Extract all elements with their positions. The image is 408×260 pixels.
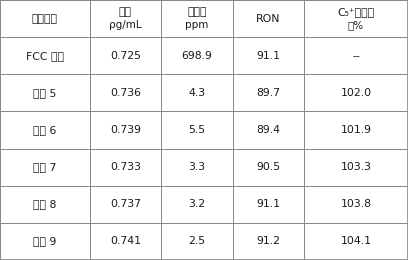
Bar <box>233 74 304 112</box>
Text: FCC 汽油: FCC 汽油 <box>26 51 64 61</box>
Bar <box>304 186 408 223</box>
Text: 油样 5: 油样 5 <box>33 88 57 98</box>
Text: 89.7: 89.7 <box>256 88 280 98</box>
Text: 0.725: 0.725 <box>110 51 141 61</box>
Bar <box>161 37 233 74</box>
Bar <box>0 223 90 260</box>
Bar <box>304 223 408 260</box>
Text: 101.9: 101.9 <box>341 125 371 135</box>
Bar <box>233 112 304 148</box>
Text: 0.741: 0.741 <box>110 236 141 246</box>
Bar <box>304 148 408 186</box>
Bar <box>304 0 408 37</box>
Text: ρg/mL: ρg/mL <box>109 20 142 30</box>
Bar <box>90 223 161 260</box>
Bar <box>233 148 304 186</box>
Bar <box>161 112 233 148</box>
Text: 油样 7: 油样 7 <box>33 162 57 172</box>
Text: ppm: ppm <box>185 20 208 30</box>
Bar <box>161 223 233 260</box>
Text: 698.9: 698.9 <box>182 51 212 61</box>
Bar <box>161 0 233 37</box>
Bar <box>90 186 161 223</box>
Bar <box>0 37 90 74</box>
Text: 评价指标: 评价指标 <box>32 14 58 24</box>
Bar <box>0 148 90 186</box>
Text: 103.8: 103.8 <box>341 199 371 209</box>
Text: 3.3: 3.3 <box>188 162 205 172</box>
Text: 油样 8: 油样 8 <box>33 199 57 209</box>
Text: 密度: 密度 <box>119 7 132 17</box>
Bar <box>233 0 304 37</box>
Text: 104.1: 104.1 <box>341 236 371 246</box>
Text: 102.0: 102.0 <box>340 88 372 98</box>
Text: 89.4: 89.4 <box>256 125 280 135</box>
Text: 3.2: 3.2 <box>188 199 205 209</box>
Text: 油样 6: 油样 6 <box>33 125 57 135</box>
Bar <box>90 148 161 186</box>
Bar <box>304 74 408 112</box>
Text: 91.1: 91.1 <box>256 199 280 209</box>
Text: 91.1: 91.1 <box>256 51 280 61</box>
Text: 0.736: 0.736 <box>110 88 141 98</box>
Text: 103.3: 103.3 <box>341 162 371 172</box>
Text: RON: RON <box>256 14 281 24</box>
Text: 2.5: 2.5 <box>188 236 205 246</box>
Text: 90.5: 90.5 <box>256 162 280 172</box>
Text: 率%: 率% <box>348 20 364 30</box>
Bar <box>90 74 161 112</box>
Bar <box>0 74 90 112</box>
Bar <box>304 112 408 148</box>
Text: 硫含量: 硫含量 <box>187 7 206 17</box>
Bar <box>90 112 161 148</box>
Text: 5.5: 5.5 <box>188 125 205 135</box>
Text: 油样 9: 油样 9 <box>33 236 57 246</box>
Bar <box>90 0 161 37</box>
Bar <box>304 37 408 74</box>
Bar <box>90 37 161 74</box>
Bar <box>161 148 233 186</box>
Text: --: -- <box>352 51 360 61</box>
Text: C₅⁺质量收: C₅⁺质量收 <box>337 7 375 17</box>
Bar <box>161 186 233 223</box>
Bar <box>0 112 90 148</box>
Text: 0.739: 0.739 <box>110 125 141 135</box>
Text: 91.2: 91.2 <box>256 236 280 246</box>
Bar <box>233 37 304 74</box>
Bar <box>0 0 90 37</box>
Text: 4.3: 4.3 <box>188 88 205 98</box>
Bar <box>233 223 304 260</box>
Bar <box>0 186 90 223</box>
Bar <box>233 186 304 223</box>
Bar <box>161 74 233 112</box>
Text: 0.733: 0.733 <box>110 162 141 172</box>
Text: 0.737: 0.737 <box>110 199 141 209</box>
